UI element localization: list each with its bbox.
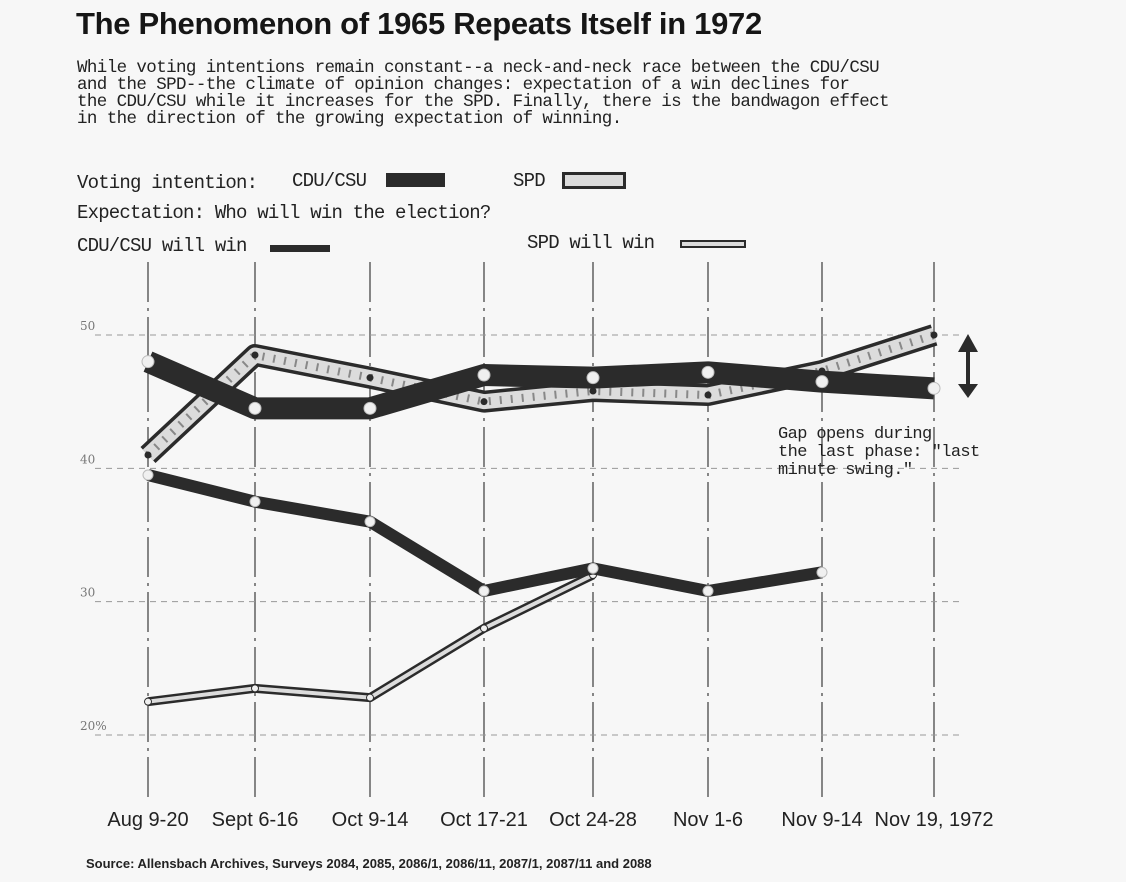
data-point — [930, 331, 938, 339]
intro-line: While voting intentions remain constant-… — [77, 58, 880, 78]
legend-cdu-win-label: CDU/CSU will win — [77, 235, 247, 257]
x-tick-label: Nov 9-14 — [781, 809, 862, 831]
y-tick-label: 50 — [80, 319, 95, 333]
data-point — [702, 585, 714, 597]
axis-labels: 50 40 30 20% Aug 9-20 Sept 6-16 Oct 9-14 Oct 17… — [80, 319, 993, 831]
series-line — [143, 351, 935, 420]
series-cdu-csu-will-win — [142, 469, 828, 597]
intro-text: While voting intentions remain constant-… — [77, 58, 1017, 129]
data-point — [704, 391, 712, 399]
x-tick-label: Oct 24-28 — [549, 809, 637, 831]
y-tick-label: 20% — [80, 719, 107, 733]
annotation-line: the last phase: "last — [778, 443, 980, 462]
data-point — [366, 374, 374, 382]
legend-voting-label: Voting intention: — [77, 172, 258, 194]
y-tick-label: 40 — [80, 452, 95, 466]
intro-line: and the SPD--the climate of opinion chan… — [77, 75, 850, 95]
data-point — [248, 401, 262, 415]
legend-spd-win-swatch — [680, 240, 746, 248]
x-tick-label: Nov 1-6 — [673, 809, 743, 831]
annotation-line: minute swing." — [778, 461, 913, 480]
annotation-line: Gap opens during — [778, 425, 932, 444]
data-point — [366, 693, 374, 702]
legend-spd-swatch — [562, 172, 626, 189]
series-layer — [140, 324, 941, 707]
intro-line: the CDU/CSU while it increases for the S… — [77, 92, 890, 112]
data-point — [477, 368, 491, 382]
series-line-pattern — [145, 331, 936, 458]
source-note: Source: Allensbach Archives, Surveys 208… — [86, 856, 652, 871]
data-point — [251, 684, 259, 693]
y-tick-label: 30 — [80, 586, 95, 600]
grid — [95, 262, 960, 800]
x-tick-label: Oct 17-21 — [440, 809, 528, 831]
intro-line: in the direction of the growing expectat… — [77, 109, 622, 129]
data-point — [815, 375, 829, 389]
data-point — [478, 585, 490, 597]
legend-expectation-label: Expectation: Who will win the election? — [77, 202, 491, 224]
legend-cdu-swatch — [386, 173, 445, 187]
data-point — [589, 387, 597, 395]
x-tick-label: Nov 19, 1972 — [875, 809, 994, 831]
data-point — [363, 401, 377, 415]
x-tick-label: Oct 9-14 — [332, 809, 409, 831]
legend-spd-win-label: SPD will win — [527, 232, 655, 254]
data-point — [586, 371, 600, 385]
gap-arrow-icon — [958, 334, 978, 398]
data-point — [364, 516, 376, 528]
gap-annotation: Gap opens during the last phase: "last m… — [778, 426, 980, 480]
series-cdu-csu — [141, 351, 941, 420]
legend-spd-label: SPD — [513, 170, 546, 192]
series-spd-will-win — [144, 570, 597, 707]
legend-cdu-win-swatch — [270, 245, 330, 252]
data-point — [144, 451, 152, 459]
data-point — [701, 365, 715, 379]
data-point — [480, 624, 488, 633]
data-point — [249, 496, 261, 508]
series-line — [146, 469, 823, 597]
data-point — [142, 469, 154, 481]
legend-cdu-label: CDU/CSU — [292, 170, 367, 192]
x-tick-label: Aug 9-20 — [107, 809, 188, 831]
data-point — [141, 355, 155, 369]
data-point — [251, 351, 259, 359]
data-point — [816, 566, 828, 578]
data-point — [587, 562, 599, 574]
x-tick-label: Sept 6-16 — [212, 809, 299, 831]
data-point — [480, 398, 488, 406]
page-title: The Phenomenon of 1965 Repeats Itself in… — [76, 6, 762, 41]
data-point — [927, 381, 941, 395]
data-point — [144, 697, 152, 706]
